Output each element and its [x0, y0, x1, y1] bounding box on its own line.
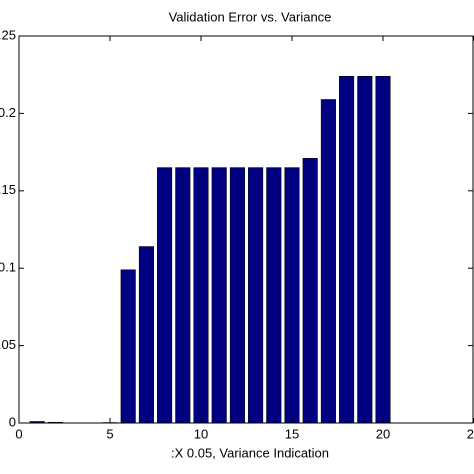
y-tick-label: 0.05 — [0, 337, 16, 352]
bar — [211, 167, 227, 424]
y-tick-label: 0.1 — [0, 260, 16, 275]
bar — [175, 167, 191, 424]
bar — [266, 167, 282, 424]
bar — [320, 99, 336, 424]
x-axis-label: :X 0.05, Variance Indication — [171, 445, 329, 460]
bar — [157, 167, 173, 424]
x-tick-label: 25 — [467, 426, 474, 441]
y-tick-label: 0.15 — [0, 182, 16, 197]
bar — [339, 75, 355, 424]
bar — [193, 167, 209, 424]
x-tick-label: 0 — [15, 426, 22, 441]
y-tick-label: 0 — [9, 414, 16, 429]
y-tick-label: 0.2 — [0, 105, 16, 120]
x-tick-label: 5 — [106, 426, 113, 441]
bar — [229, 167, 245, 424]
bar — [248, 167, 264, 424]
x-tick-label: 15 — [285, 426, 299, 441]
y-tick-label: 0.25 — [0, 27, 16, 42]
bar — [357, 75, 373, 424]
x-tick-label: 20 — [376, 426, 390, 441]
plot-frame — [18, 35, 474, 424]
chart-title: Validation Error vs. Variance — [169, 9, 332, 24]
bar — [302, 158, 318, 424]
bar — [138, 246, 154, 424]
bar — [120, 269, 136, 424]
bar — [375, 75, 391, 424]
x-tick-label: 10 — [194, 426, 208, 441]
bar — [284, 167, 300, 424]
